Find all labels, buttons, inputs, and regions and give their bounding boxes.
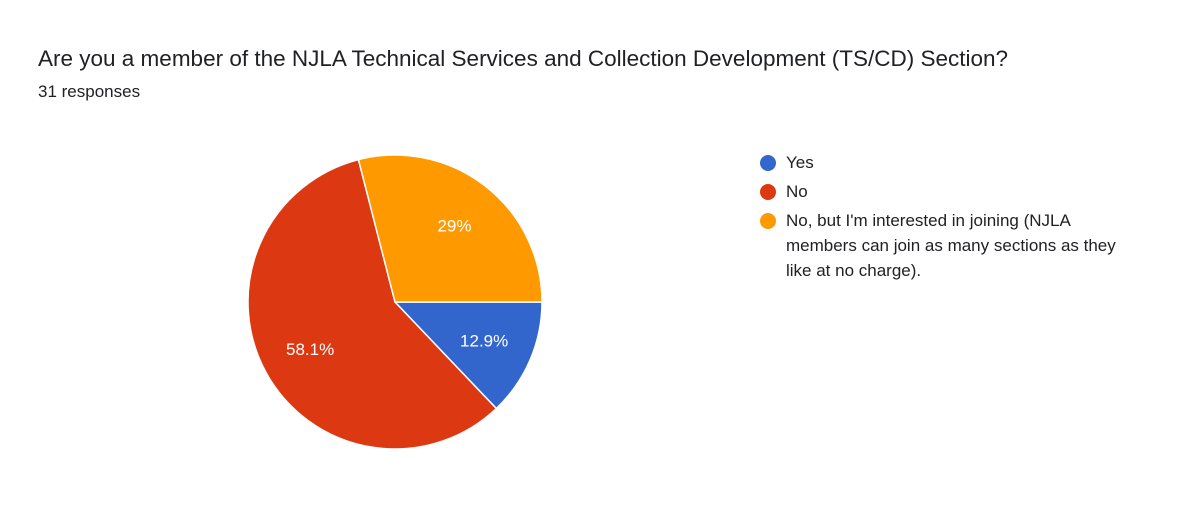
pie-slice-interested[interactable] — [357, 154, 543, 303]
legend-swatch-yes — [760, 155, 776, 171]
legend-label-no: No — [786, 182, 808, 201]
legend-swatch-interested — [760, 213, 776, 229]
legend-item-no[interactable]: No — [760, 179, 1160, 204]
slice-label-yes: 12.9% — [460, 331, 508, 350]
response-count: 31 responses — [38, 82, 141, 101]
slice-label-interested: 29% — [437, 216, 471, 235]
legend-swatch-no — [760, 184, 776, 200]
pie-slice-yes[interactable] — [393, 301, 543, 410]
chart-legend: Yes No No, but I'm interested in joining… — [760, 150, 1160, 287]
pie-slice-no[interactable] — [247, 158, 498, 450]
slice-label-no: 58.1% — [286, 340, 334, 359]
legend-label-interested: No, but I'm interested in joining (NJLA … — [786, 211, 1116, 280]
legend-label-yes: Yes — [786, 153, 814, 172]
chart-title: Are you a member of the NJLA Technical S… — [38, 46, 1009, 71]
legend-item-interested[interactable]: No, but I'm interested in joining (NJLA … — [760, 208, 1160, 283]
legend-item-yes[interactable]: Yes — [760, 150, 1160, 175]
